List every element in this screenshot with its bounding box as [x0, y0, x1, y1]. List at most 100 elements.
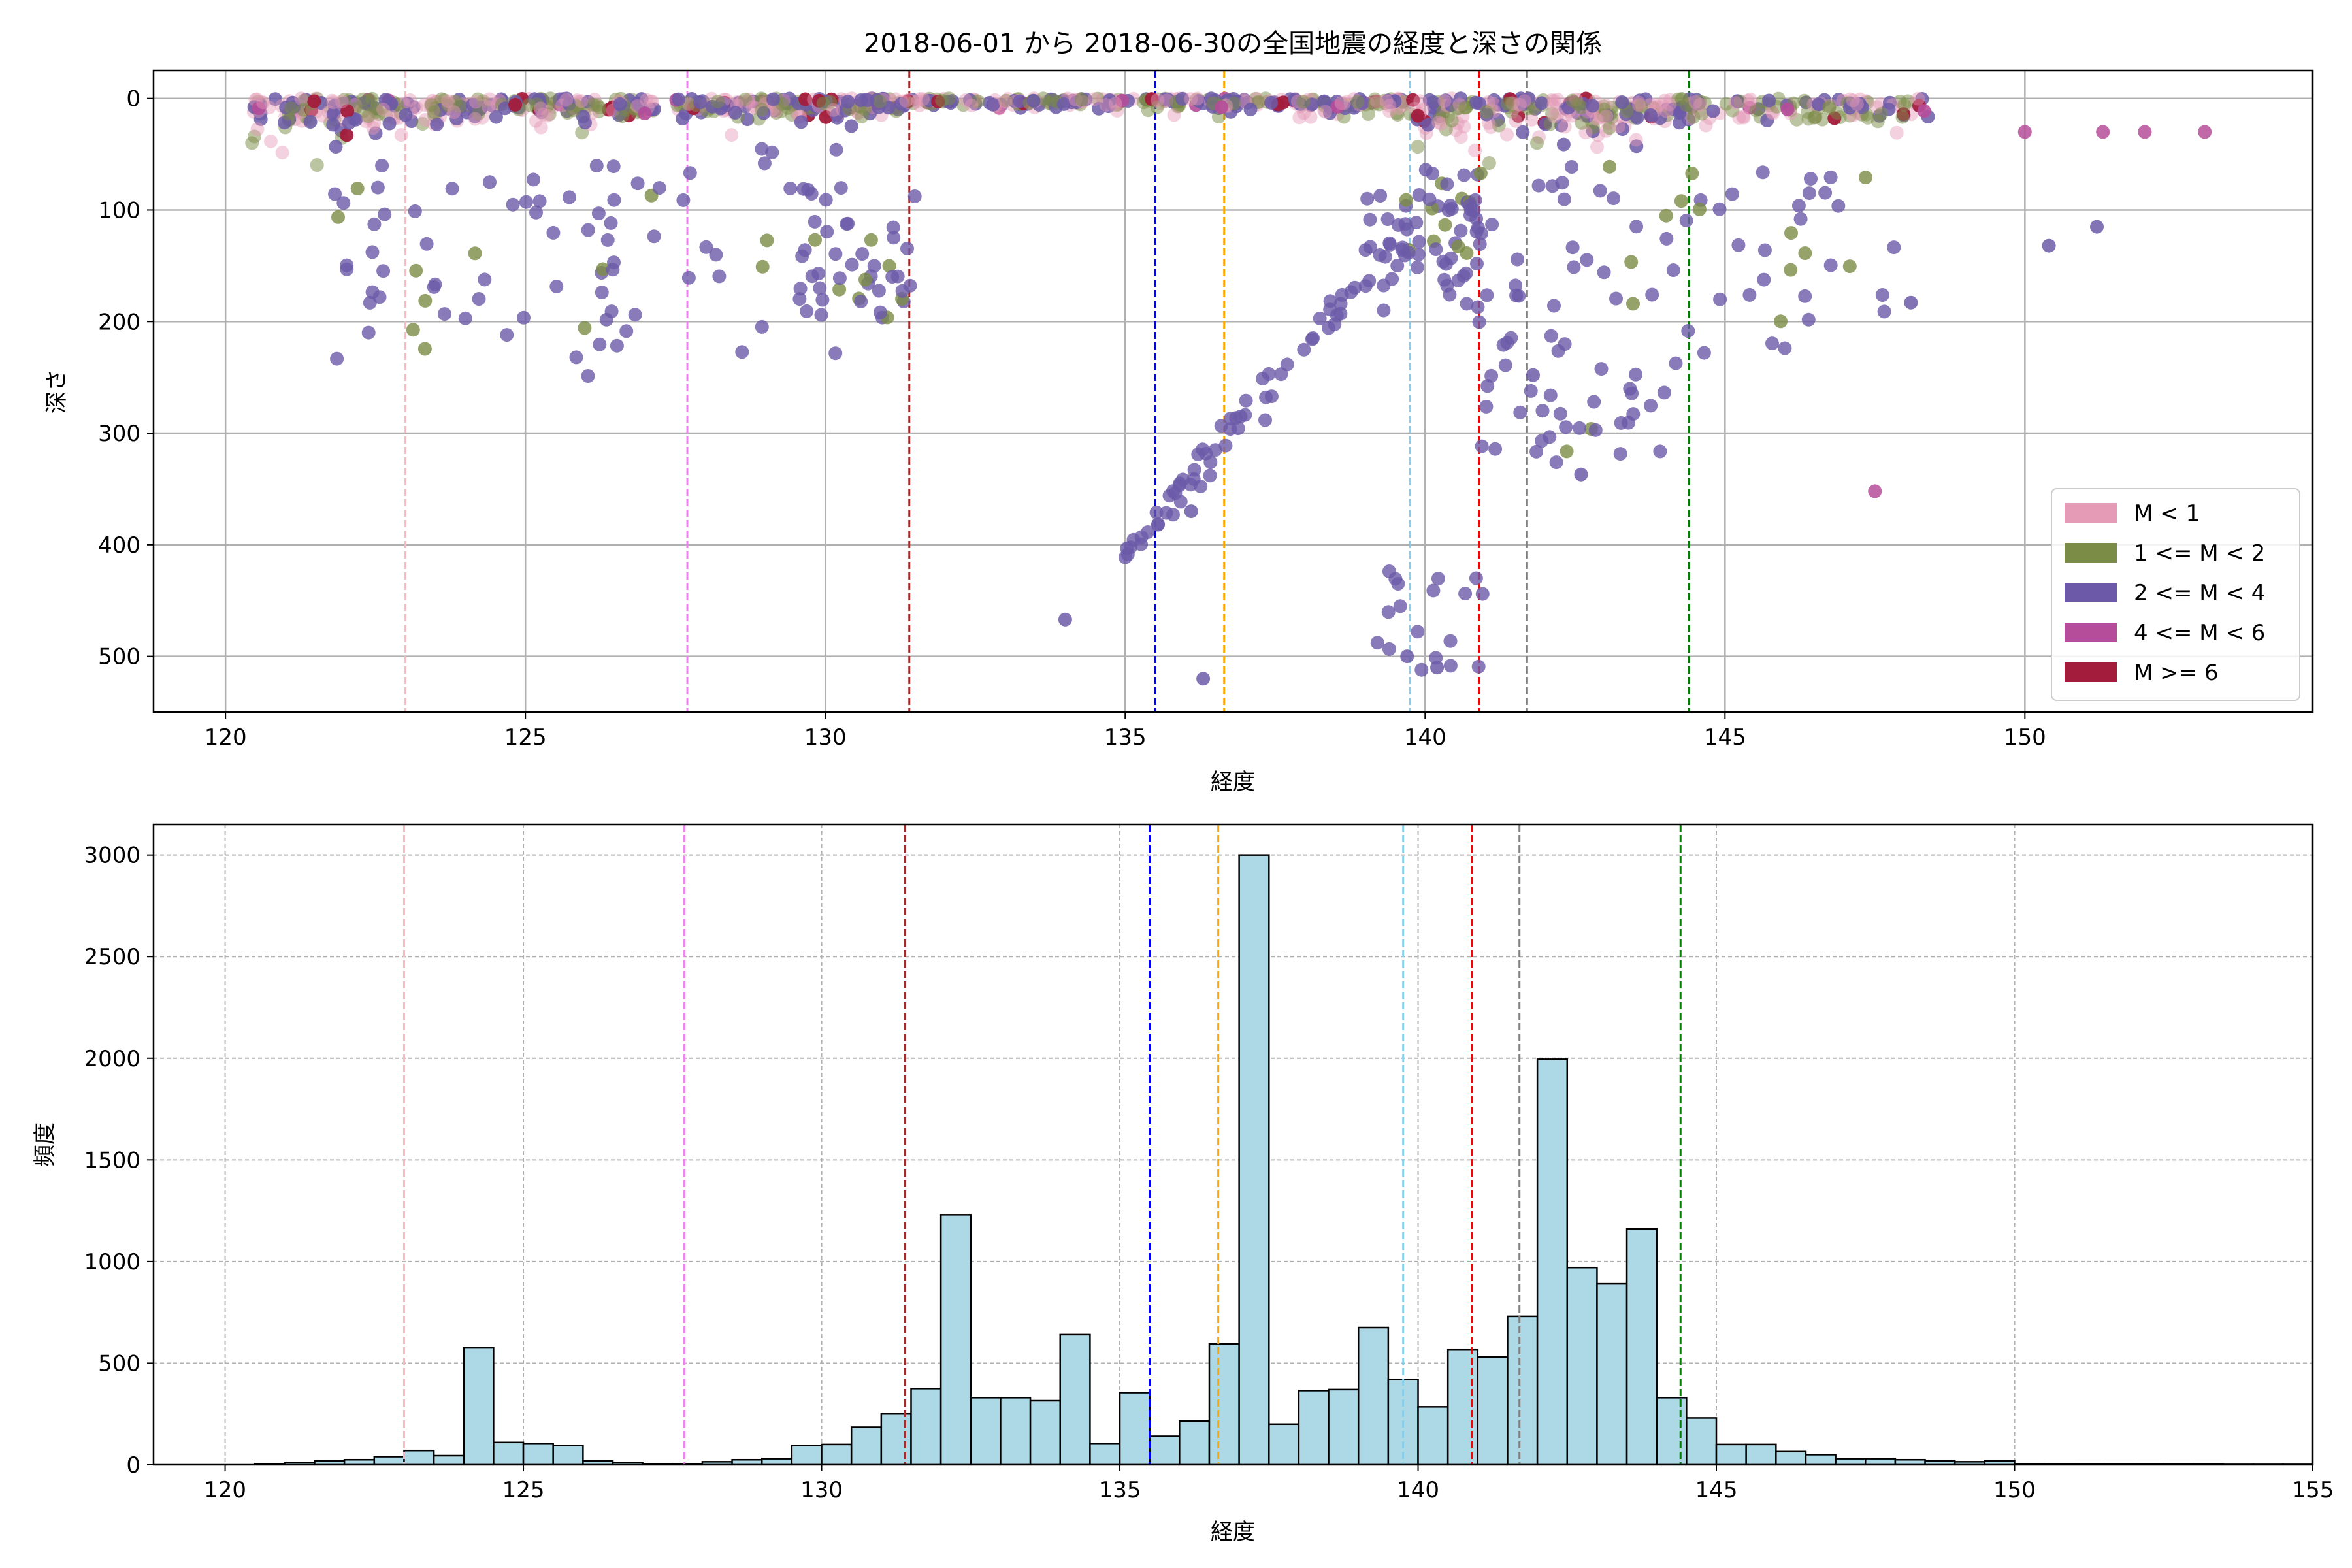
scatter-point [1526, 368, 1540, 382]
scatter-point [316, 108, 330, 123]
scatter-point [1150, 100, 1164, 114]
histogram-bar [403, 1449, 435, 1465]
histogram-bar [1417, 1406, 1449, 1465]
scatter-point [534, 120, 548, 135]
scatter-point [410, 101, 424, 115]
scatter-point [1729, 96, 1742, 110]
scatter-point [1457, 120, 1471, 134]
scatter-point [508, 97, 523, 112]
scatter-point [1264, 389, 1279, 404]
scatter-point [1422, 192, 1437, 206]
scatter-point [911, 94, 925, 108]
scatter-point [1545, 106, 1560, 121]
scatter-point [329, 140, 343, 154]
scatter-point [375, 159, 389, 172]
legend-label: M >= 6 [2134, 660, 2219, 686]
scatter-point [1643, 108, 1658, 122]
scatter-point [1296, 95, 1311, 109]
scatter-point [1469, 225, 1484, 239]
scatter-point [303, 115, 318, 129]
histogram-reference-lines [402, 825, 1682, 1465]
scatter-point [1804, 172, 1818, 186]
histogram-bar [791, 1445, 823, 1465]
scatter-point [1653, 444, 1667, 459]
scatter-point [1168, 486, 1183, 500]
legend-box [2051, 488, 2300, 701]
scatter-point [1597, 265, 1611, 280]
scatter-point [1887, 240, 1901, 255]
scatter-point [1196, 672, 1211, 686]
scatter-point [755, 142, 769, 156]
scatter-point [533, 101, 547, 116]
scatter-point [1512, 97, 1527, 112]
scatter-point [2138, 125, 2152, 139]
histogram-x-tick-label: 135 [1099, 1477, 1141, 1503]
scatter-point [1659, 104, 1674, 118]
scatter-point [542, 107, 557, 122]
scatter-point [1623, 382, 1637, 396]
scatter-point [1784, 263, 1798, 277]
scatter-point [1468, 144, 1482, 157]
scatter-point [1657, 385, 1671, 400]
scatter-point [589, 159, 604, 173]
scatter-point [1530, 136, 1544, 150]
scatter-point [755, 259, 770, 274]
scatter-point [1565, 240, 1580, 255]
scatter-point [1797, 93, 1812, 108]
scatter-point [1333, 306, 1348, 321]
scatter-point [566, 103, 581, 118]
scatter-point [1475, 439, 1489, 453]
scatter-point [1822, 99, 1837, 114]
scatter-point [1184, 92, 1198, 106]
scatter-point [813, 281, 827, 295]
scatter-point [1695, 106, 1709, 121]
scatter-point [1406, 93, 1420, 107]
scatter-point [755, 319, 769, 334]
legend-swatch [2065, 662, 2117, 682]
scatter-y-label: 深さ [44, 369, 70, 414]
scatter-point [468, 246, 482, 261]
scatter-point [1666, 263, 1680, 277]
scatter-point [1473, 166, 1488, 180]
scatter-y-ticks: 0 100 200 300 400 500 [98, 86, 154, 670]
scatter-point [368, 126, 383, 140]
scatter-point [458, 311, 472, 325]
scatter-point [1629, 139, 1644, 154]
scatter-point [1692, 203, 1707, 216]
scatter-point [1472, 315, 1486, 329]
histogram-frame [152, 823, 2314, 1466]
scatter-point [1793, 212, 1808, 226]
scatter-point [1557, 192, 1571, 206]
scatter-point [1846, 93, 1860, 108]
scatter-point [1791, 199, 1806, 213]
scatter-point [1859, 171, 1872, 185]
scatter-point [406, 323, 420, 337]
scatter-point [792, 292, 807, 306]
scatter-point [1575, 116, 1589, 130]
scatter-point [1377, 278, 1391, 293]
scatter-point [447, 105, 461, 120]
scatter-point [361, 325, 376, 340]
scatter-points [245, 91, 2212, 686]
scatter-point [1586, 99, 1600, 113]
scatter-point [725, 128, 739, 142]
scatter-point [1743, 92, 1757, 106]
scatter-point [1574, 467, 1588, 482]
scatter-point [1679, 214, 1693, 228]
scatter-point [1361, 107, 1375, 121]
scatter-point [1868, 484, 1882, 498]
scatter-point [845, 257, 859, 272]
scatter-point [644, 95, 658, 109]
histogram-bar [1835, 1458, 1867, 1465]
scatter-x-tick-label: 145 [1704, 725, 1746, 751]
scatter-point [1382, 564, 1396, 578]
scatter-point [712, 269, 727, 284]
scatter-point [1437, 93, 1452, 108]
scatter-y-tick-label: 300 [98, 421, 140, 447]
scatter-point [527, 172, 540, 187]
scatter-point [1396, 240, 1410, 255]
scatter-x-tick-label: 120 [204, 725, 247, 751]
scatter-point [1749, 103, 1763, 118]
scatter-point [1725, 187, 1739, 201]
histogram-y-tick-label: 1000 [84, 1249, 140, 1275]
